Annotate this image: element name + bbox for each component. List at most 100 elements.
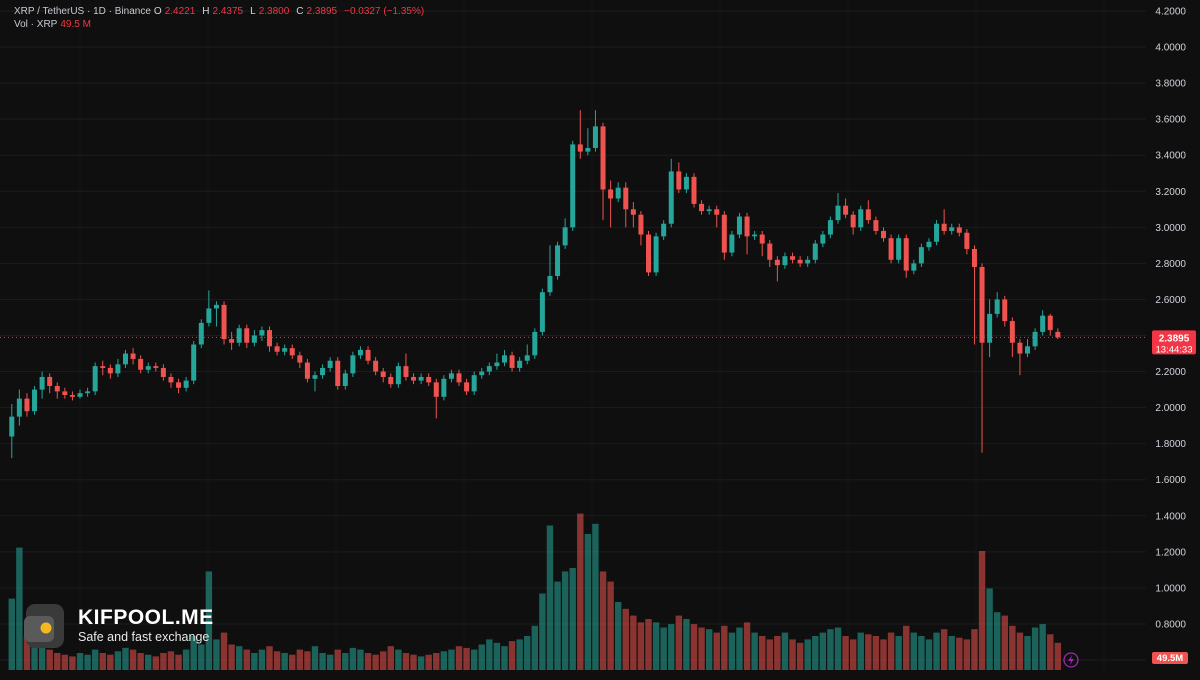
volume-bar	[448, 649, 455, 670]
candle-body	[547, 276, 553, 293]
volume-bar	[531, 625, 539, 670]
volume-bar	[903, 625, 910, 670]
close-key: C	[296, 6, 304, 17]
volume-bar	[1024, 636, 1031, 670]
price-axis-tick-label: 3.2000	[1155, 187, 1186, 198]
candle	[691, 173, 697, 208]
volume-bar	[1009, 625, 1016, 670]
price-axis-tick-label: 0.8000	[1155, 619, 1186, 630]
volume-bar	[933, 632, 940, 670]
candle-body	[9, 416, 15, 437]
candle-body	[327, 360, 333, 368]
candle-body	[335, 360, 341, 386]
candle-body	[456, 373, 462, 383]
volume-bar	[129, 649, 137, 670]
candle-body	[176, 382, 182, 388]
candle	[297, 351, 303, 368]
candle	[426, 373, 432, 386]
price-axis-tick-label: 1.6000	[1155, 475, 1186, 486]
candle-body	[145, 366, 151, 370]
candle	[668, 158, 674, 228]
candle-body	[661, 223, 667, 237]
volume-bar	[213, 639, 220, 670]
volume-bar	[16, 547, 23, 670]
volume-bar	[107, 654, 114, 670]
candle-body	[130, 353, 136, 359]
candle	[903, 234, 909, 278]
candle-body	[153, 366, 159, 368]
candle	[229, 331, 235, 350]
volume-bar	[410, 654, 417, 670]
candle	[911, 259, 917, 275]
candle	[259, 326, 265, 341]
volume-bar	[167, 651, 175, 670]
candle-body	[608, 189, 614, 199]
volume-bar	[91, 649, 99, 670]
lightning-icon[interactable]	[1063, 652, 1079, 668]
candle-body	[683, 176, 689, 190]
candle-body	[100, 366, 106, 368]
volume-bar	[993, 612, 1001, 670]
volume-bar	[326, 654, 334, 670]
volume-bar	[493, 642, 501, 670]
candle	[646, 230, 652, 277]
candle	[39, 371, 45, 399]
volume-bar	[887, 632, 895, 670]
candle	[532, 328, 538, 359]
volume-label: Vol · XRP	[14, 19, 58, 30]
candle	[130, 348, 136, 365]
candle-body	[562, 227, 568, 246]
volume-bar	[76, 653, 84, 670]
candle-body	[759, 234, 765, 244]
candle-body	[388, 376, 394, 385]
candle	[411, 373, 417, 385]
volume-bars	[8, 513, 1062, 670]
volume-badge-label: 49.5M	[1157, 653, 1183, 664]
volume-bar	[781, 632, 789, 670]
candle	[676, 162, 682, 194]
volume-bar	[849, 639, 857, 670]
volume-bar	[470, 649, 478, 670]
candle	[433, 378, 439, 419]
candle-body	[115, 364, 121, 374]
candle-body	[934, 223, 940, 242]
candle	[176, 378, 182, 394]
candle-body	[615, 187, 621, 199]
price-axis-tick-label: 1.4000	[1155, 511, 1186, 522]
candle	[1025, 339, 1031, 358]
volume-bar	[1047, 634, 1054, 670]
candle	[380, 367, 386, 383]
candle	[486, 362, 492, 376]
volume-bar	[516, 639, 523, 670]
volume-bar	[235, 646, 243, 670]
candles	[9, 110, 1061, 459]
candle	[335, 357, 341, 390]
candle	[509, 351, 515, 372]
brand-tagline: Safe and fast exchange	[78, 630, 210, 644]
candle-body	[812, 243, 818, 260]
candle	[464, 378, 470, 395]
candle-body	[24, 398, 30, 412]
candle	[880, 227, 886, 242]
candle-body	[577, 144, 583, 152]
volume-bar	[266, 646, 273, 670]
volume-bar	[258, 649, 266, 670]
volume-bar	[577, 513, 584, 670]
candle-body	[138, 358, 144, 370]
candle-body	[729, 234, 735, 253]
candle-body	[274, 346, 280, 352]
volume-bar	[311, 646, 319, 670]
volume-bar	[524, 636, 531, 670]
candle-body	[198, 322, 204, 345]
candle	[213, 301, 219, 327]
candle	[456, 369, 462, 386]
volume-bar	[940, 629, 948, 670]
volume-bar	[243, 649, 250, 670]
volume-bar	[819, 632, 827, 670]
volume-bar	[289, 654, 296, 670]
volume-bar	[1031, 627, 1039, 670]
candle	[555, 241, 561, 280]
volume-bar	[743, 622, 751, 670]
